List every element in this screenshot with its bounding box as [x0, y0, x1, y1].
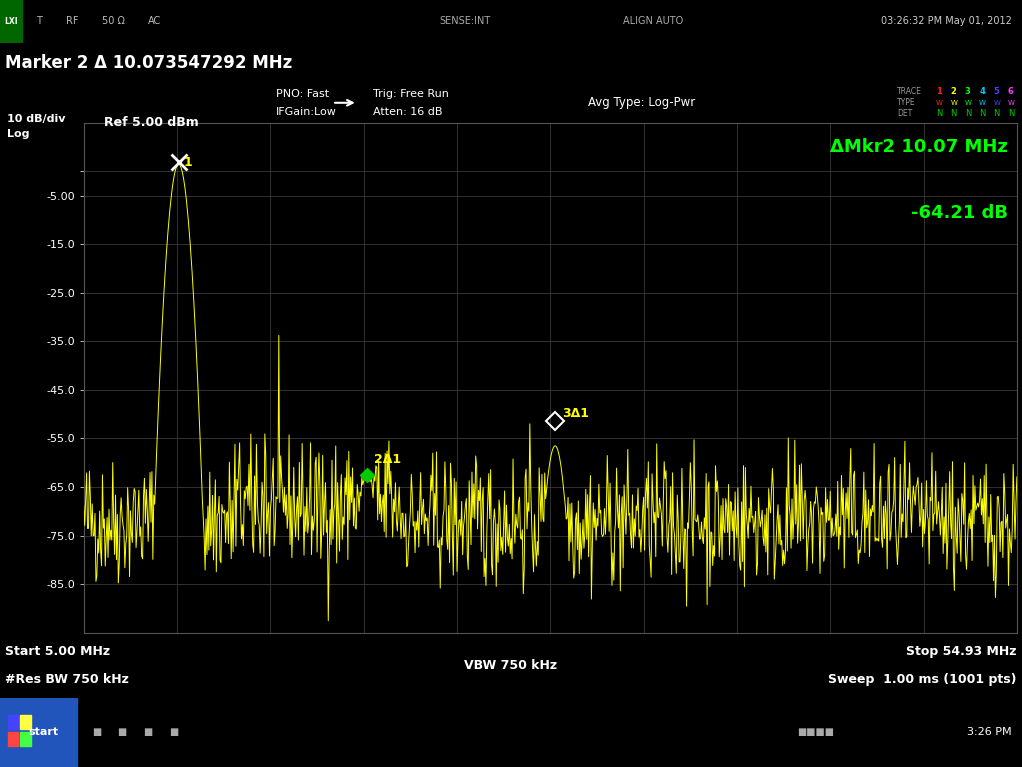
Text: Avg Type: Log-Pwr: Avg Type: Log-Pwr	[588, 97, 695, 109]
Bar	[0, 0, 22, 43]
Text: N: N	[993, 110, 1000, 118]
Text: 10 dB/div: 10 dB/div	[7, 114, 65, 124]
Text: 6: 6	[1008, 87, 1014, 96]
Text: 50 Ω: 50 Ω	[102, 16, 125, 27]
Bar	[8, 732, 18, 746]
Text: ■: ■	[92, 727, 101, 738]
Text: -64.21 dB: -64.21 dB	[911, 204, 1008, 222]
Text: PNO: Fast: PNO: Fast	[276, 89, 329, 99]
Text: TYPE: TYPE	[897, 98, 916, 107]
Bar	[20, 732, 31, 746]
Text: 03:26:32 PM May 01, 2012: 03:26:32 PM May 01, 2012	[881, 16, 1012, 27]
Text: N: N	[950, 110, 957, 118]
Text: W: W	[950, 100, 958, 106]
Text: IFGain:Low: IFGain:Low	[276, 107, 337, 117]
Text: 3:26 PM: 3:26 PM	[967, 727, 1012, 738]
Text: W: W	[979, 100, 986, 106]
Text: W: W	[936, 100, 943, 106]
Text: W: W	[993, 100, 1001, 106]
Text: N: N	[1008, 110, 1014, 118]
Text: start: start	[29, 727, 58, 738]
Text: AC: AC	[148, 16, 161, 27]
Bar	[0, 698, 77, 767]
Text: Stop 54.93 MHz: Stop 54.93 MHz	[907, 644, 1017, 657]
Bar	[8, 715, 18, 729]
Text: N: N	[936, 110, 942, 118]
Text: 2: 2	[950, 87, 957, 96]
Text: Log: Log	[7, 129, 30, 140]
Text: DET: DET	[897, 110, 913, 118]
Text: 1: 1	[183, 156, 192, 170]
Text: 3: 3	[965, 87, 971, 96]
Bar	[20, 715, 31, 729]
Text: TRACE: TRACE	[897, 87, 922, 96]
Text: ■: ■	[143, 727, 152, 738]
Text: 2Δ1: 2Δ1	[374, 453, 402, 466]
Text: T: T	[36, 16, 42, 27]
Text: ΔMkr2 10.07 MHz: ΔMkr2 10.07 MHz	[830, 138, 1008, 156]
Text: Sweep  1.00 ms (1001 pts): Sweep 1.00 ms (1001 pts)	[829, 673, 1017, 686]
Text: Ref 5.00 dBm: Ref 5.00 dBm	[104, 117, 199, 129]
Text: SENSE:INT: SENSE:INT	[439, 16, 491, 27]
Text: Atten: 16 dB: Atten: 16 dB	[373, 107, 443, 117]
Bar	[0, 43, 388, 83]
Text: 3Δ1: 3Δ1	[562, 407, 590, 420]
Text: 4: 4	[979, 87, 985, 96]
Text: W: W	[1008, 100, 1015, 106]
Text: Marker 2 Δ 10.073547292 MHz: Marker 2 Δ 10.073547292 MHz	[5, 54, 292, 72]
Text: 1: 1	[936, 87, 942, 96]
Text: RF: RF	[66, 16, 79, 27]
Text: N: N	[965, 110, 971, 118]
Text: W: W	[965, 100, 972, 106]
Text: Trig: Free Run: Trig: Free Run	[373, 89, 449, 99]
Text: ■■■■: ■■■■	[797, 727, 834, 738]
Text: Start 5.00 MHz: Start 5.00 MHz	[5, 644, 110, 657]
Text: ■: ■	[169, 727, 178, 738]
Text: #Res BW 750 kHz: #Res BW 750 kHz	[5, 673, 129, 686]
Text: LXI: LXI	[4, 17, 18, 26]
Text: ■: ■	[118, 727, 127, 738]
Text: N: N	[979, 110, 985, 118]
Text: ALIGN AUTO: ALIGN AUTO	[623, 16, 684, 27]
Text: VBW 750 kHz: VBW 750 kHz	[464, 659, 558, 672]
Text: 5: 5	[993, 87, 1000, 96]
